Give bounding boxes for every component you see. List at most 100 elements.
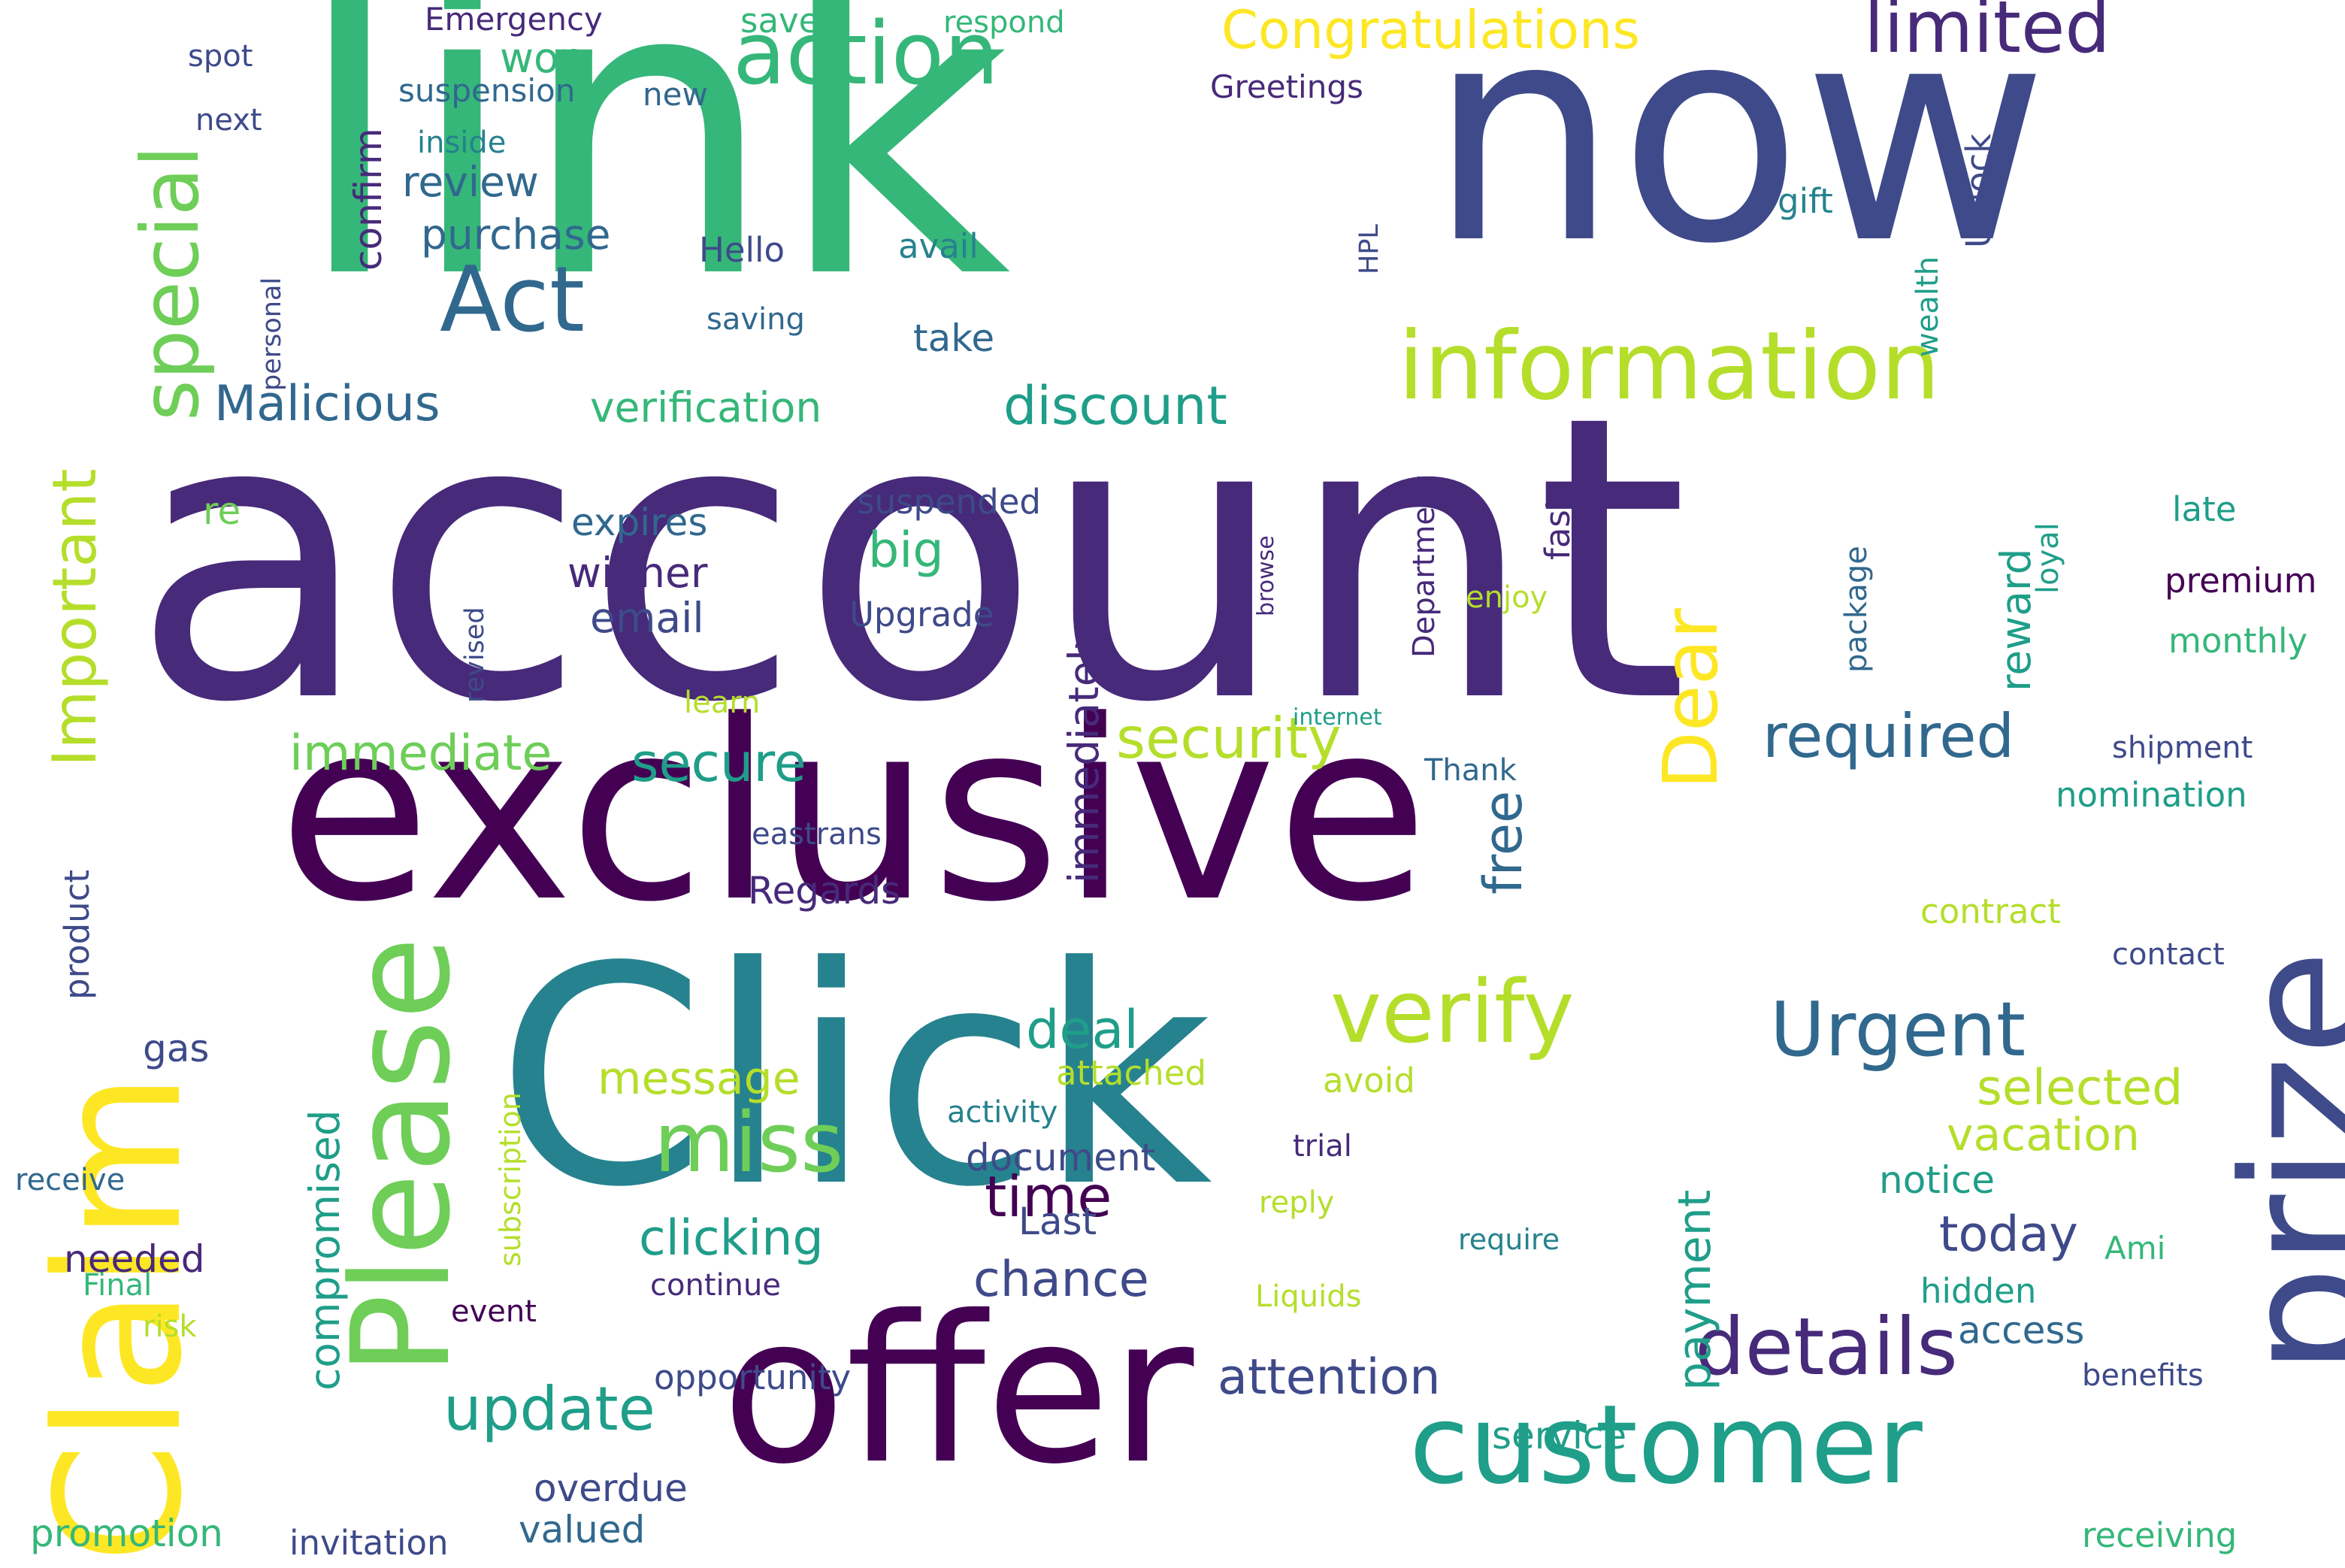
word-expires: expires (571, 501, 708, 544)
word-won: won (500, 34, 585, 82)
word-prize: prize (2207, 949, 2345, 1376)
word-limited: limited (1864, 0, 2110, 69)
word-contact: contact (2112, 937, 2225, 972)
word-needed: needed (64, 1237, 205, 1281)
word-shipment: shipment (2112, 731, 2253, 765)
word-time: time (985, 1164, 1112, 1230)
word-payment: payment (1669, 1189, 1721, 1391)
word-opportunity: opportunity (654, 1358, 852, 1397)
word-contract: contract (1920, 891, 2061, 931)
word-information: information (1398, 312, 1941, 421)
word-revised: revised (460, 607, 490, 703)
word-activity: activity (947, 1095, 1058, 1130)
word-promotion: promotion (30, 1512, 223, 1555)
word-saving: saving (707, 302, 805, 337)
word-fast: fast (1538, 496, 1578, 560)
word-discount: discount (1003, 375, 1227, 437)
word-chance: chance (973, 1252, 1149, 1308)
word-loyal: loyal (2031, 522, 2065, 594)
word-now: now (1428, 0, 2049, 310)
word-immediate: immediate (289, 725, 552, 782)
word-valued: valued (519, 1508, 646, 1551)
word-attached: attached (1056, 1053, 1206, 1093)
word-winner: winner (567, 549, 708, 597)
word-greetings: Greetings (1210, 68, 1363, 105)
word-inside: inside (417, 126, 507, 160)
word-exclusive: exclusive (278, 667, 1429, 956)
word-vacation: vacation (1947, 1109, 2140, 1161)
word-risk: risk (143, 1309, 197, 1344)
word-receive: receive (15, 1163, 126, 1197)
word-act: Act (440, 248, 585, 353)
word-thank: Thank (1424, 753, 1517, 788)
word-respond: respond (943, 5, 1065, 40)
word-please: Please (323, 936, 480, 1376)
word-customer: customer (1409, 1382, 1923, 1509)
word-enjoy: enjoy (1466, 580, 1548, 615)
word-miss: miss (654, 1094, 844, 1191)
word-important: Important (40, 468, 110, 767)
word-new: new (643, 76, 708, 113)
word-email: email (590, 594, 704, 642)
word-hello: Hello (699, 230, 785, 270)
word-liquids: Liquids (1255, 1279, 1362, 1314)
word-free: free (1472, 790, 1534, 894)
word-suspended: suspended (857, 482, 1041, 522)
word-take: take (913, 316, 995, 360)
word-immediately: immediately (1060, 625, 1108, 883)
word-unlock: Unlock (1959, 133, 1999, 248)
word-verify: verify (1330, 962, 1575, 1063)
word-regards: Regards (748, 869, 901, 913)
word-require: require (1458, 1223, 1560, 1256)
word-attention: attention (1218, 1349, 1441, 1406)
word-monthly: monthly (2168, 621, 2308, 661)
word-receiving: receiving (2082, 1515, 2238, 1555)
word-product: product (57, 869, 97, 1000)
word-today: today (1939, 1206, 2078, 1263)
word-browse: browse (1253, 535, 1279, 616)
word-suspension: suspension (398, 72, 576, 109)
word-account: account (132, 332, 1689, 788)
word-department: Department (1407, 475, 1442, 658)
word-wealth: wealth (1911, 256, 1945, 357)
word-subscription: subscription (494, 1092, 527, 1267)
word-verification: verification (590, 383, 822, 431)
word-save: save (740, 1, 820, 41)
word-trial: trial (1293, 1129, 1352, 1164)
word-access: access (1958, 1309, 2085, 1352)
word-congratulations: Congratulations (1221, 0, 1640, 61)
word-gift: gift (1778, 181, 1833, 221)
word-hidden: hidden (1920, 1271, 2037, 1311)
word-next: next (195, 103, 262, 138)
word-eastrans: eastrans (752, 817, 882, 852)
word-message: message (598, 1052, 800, 1105)
word-spot: spot (188, 39, 253, 74)
word-premium: premium (2165, 561, 2317, 601)
word-nomination: nomination (2056, 775, 2247, 815)
word-last: Last (1018, 1200, 1097, 1243)
word-malicious: Malicious (214, 376, 440, 432)
word-document: document (966, 1136, 1156, 1179)
word-big: big (868, 522, 944, 579)
word-continue: continue (650, 1268, 781, 1303)
word-link: link (293, 0, 1012, 368)
word-event: event (451, 1294, 537, 1329)
word-overdue: overdue (534, 1467, 688, 1510)
word-late: late (2172, 489, 2237, 529)
word-dear: Dear (1647, 608, 1735, 789)
word-action: action (733, 4, 999, 104)
word-secure: secure (631, 732, 806, 794)
word-offer: offer (722, 1272, 1194, 1509)
word-ami: Ami (2104, 1230, 2166, 1267)
word-details: details (1695, 1301, 1958, 1393)
word-clicking: clicking (639, 1210, 824, 1267)
word-update: update (443, 1374, 655, 1444)
word-re: re (203, 489, 241, 533)
word-service: service (1492, 1414, 1627, 1458)
word-invitation: invitation (289, 1523, 449, 1563)
word-upgrade: Upgrade (849, 595, 994, 634)
word-learn: learn (684, 686, 761, 720)
word-confirm: confirm (346, 128, 390, 271)
word-review: review (402, 158, 539, 206)
word-special: special (125, 145, 216, 421)
